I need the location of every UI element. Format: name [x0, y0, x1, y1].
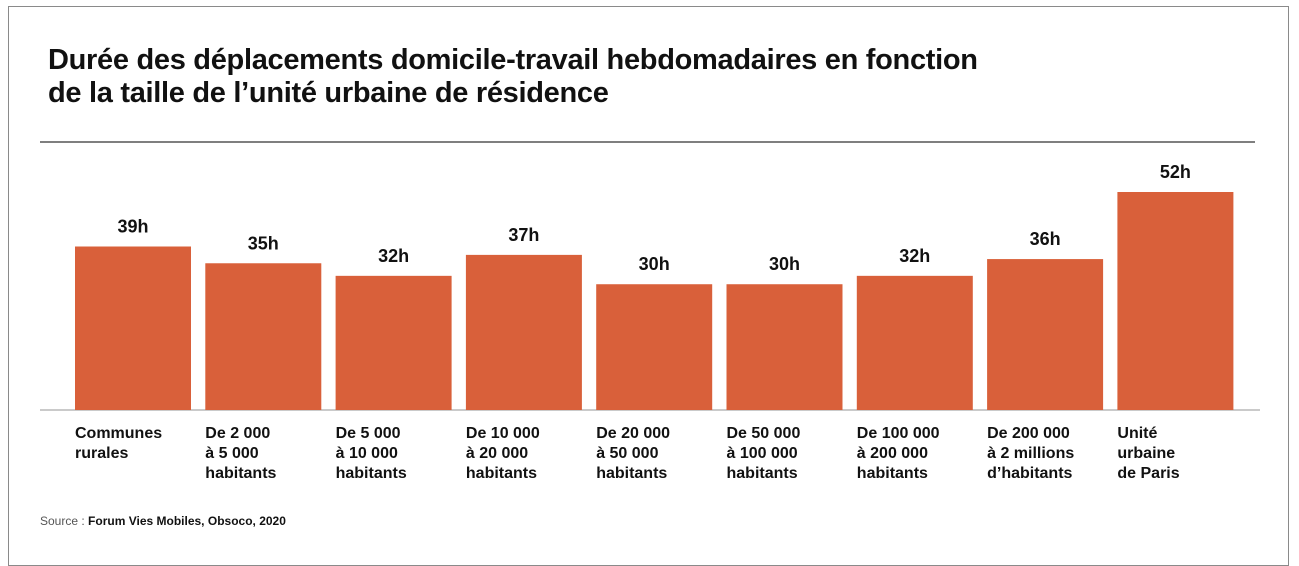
page: Durée des déplacements domicile-travail …	[8, 6, 1289, 566]
value-label: 30h	[769, 254, 800, 274]
value-label: 32h	[378, 246, 409, 266]
value-label: 37h	[508, 225, 539, 245]
value-label: 39h	[117, 217, 148, 237]
source-label: Source :	[40, 514, 85, 528]
bar	[987, 259, 1104, 410]
bar	[1117, 192, 1234, 410]
x-tick-label: De 20 000 à 50 000 habitants	[596, 425, 671, 482]
x-tick-label: De 2 000 à 5 000 habitants	[205, 425, 277, 482]
bar	[75, 246, 191, 410]
x-tick-label: De 50 000 à 100 000 habitants	[726, 425, 801, 482]
bar	[596, 284, 713, 410]
source-text: Forum Vies Mobiles, Obsoco, 2020	[88, 514, 286, 528]
source: Source : Forum Vies Mobiles, Obsoco, 202…	[40, 514, 286, 528]
bar	[726, 284, 843, 410]
x-tick-label: Communes rurales	[75, 425, 163, 462]
x-tick-label: De 10 000 à 20 000 habitants	[465, 425, 540, 482]
x-tick-label: De 100 000 à 200 000 habitants	[856, 425, 940, 482]
value-label: 32h	[899, 246, 930, 266]
bar	[335, 275, 452, 410]
chart-title: Durée des déplacements domicile-travail …	[48, 44, 978, 109]
value-label: 52h	[1160, 162, 1191, 182]
x-tick-label: De 5 000 à 10 000 habitants	[335, 425, 407, 482]
bar	[856, 275, 973, 410]
value-label: 36h	[1030, 229, 1061, 249]
x-tick-label: De 200 000 à 2 millions d’habitants	[987, 425, 1075, 482]
bar	[205, 263, 322, 410]
value-label: 35h	[248, 233, 279, 253]
x-tick-label: Unité urbaine de Paris	[1117, 425, 1180, 482]
bar	[465, 254, 582, 410]
value-label: 30h	[639, 254, 670, 274]
chart: 39h 35h 32h 37h 30h 30h 32h 36h 52h	[40, 141, 1260, 411]
